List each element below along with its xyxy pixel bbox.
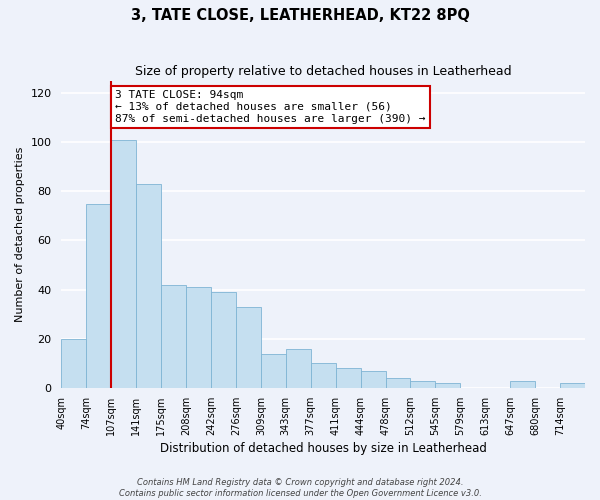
Bar (510, 380, 535, 388)
Bar (286, 348, 311, 388)
Bar (386, 378, 410, 388)
Text: 3, TATE CLOSE, LEATHERHEAD, KT22 8PQ: 3, TATE CLOSE, LEATHERHEAD, KT22 8PQ (131, 8, 469, 22)
Bar (136, 184, 161, 388)
Bar (86, 204, 111, 388)
X-axis label: Distribution of detached houses by size in Leatherhead: Distribution of detached houses by size … (160, 442, 487, 455)
Bar (186, 287, 211, 388)
Bar (361, 371, 386, 388)
Text: Contains HM Land Registry data © Crown copyright and database right 2024.
Contai: Contains HM Land Registry data © Crown c… (119, 478, 481, 498)
Text: 3 TATE CLOSE: 94sqm
← 13% of detached houses are smaller (56)
87% of semi-detach: 3 TATE CLOSE: 94sqm ← 13% of detached ho… (115, 90, 425, 124)
Bar (61, 339, 86, 388)
Title: Size of property relative to detached houses in Leatherhead: Size of property relative to detached ho… (135, 65, 512, 78)
Bar (410, 380, 436, 388)
Bar (436, 383, 460, 388)
Bar (236, 307, 261, 388)
Bar (335, 368, 361, 388)
Bar (111, 140, 136, 388)
Bar (560, 383, 585, 388)
Bar (161, 284, 186, 388)
Bar (211, 292, 236, 388)
Y-axis label: Number of detached properties: Number of detached properties (15, 146, 25, 322)
Bar (311, 364, 335, 388)
Bar (261, 354, 286, 388)
